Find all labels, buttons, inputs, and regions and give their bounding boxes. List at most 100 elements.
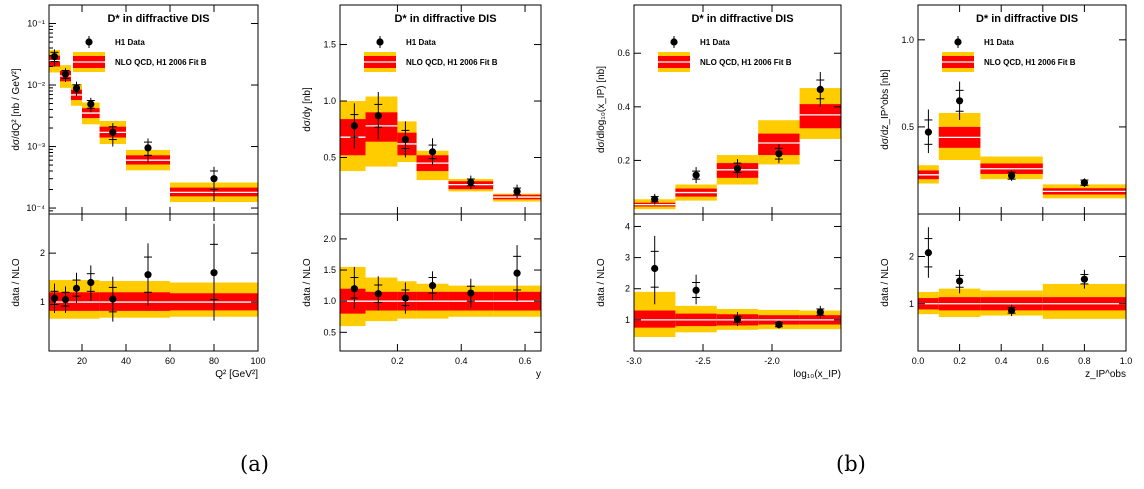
p2-top-ytick-label-1: 0.4 bbox=[617, 102, 630, 112]
p2-top-ylabel: dσ/dlog₁₀(x_IP) [nb] bbox=[596, 66, 607, 153]
p0-xtick-label-1: 40 bbox=[121, 356, 131, 366]
p3-xtick-label-1: 0.2 bbox=[953, 356, 966, 366]
p1-legend-data-marker bbox=[376, 38, 383, 45]
p3-xtick-label-0: 0.0 bbox=[912, 356, 925, 366]
p1-ratio-ylabel: data / NLO bbox=[302, 258, 313, 307]
p0-ratio-point-5 bbox=[144, 271, 151, 278]
p2-legend-data-label: H1 Data bbox=[700, 38, 730, 47]
p0-ratio-point-3 bbox=[87, 279, 94, 286]
p3-legend-nlo-label: NLO QCD, H1 2006 Fit B bbox=[984, 58, 1076, 67]
p1-xtick-label-2: 0.6 bbox=[519, 356, 532, 366]
p0-legend-data-label: H1 Data bbox=[115, 38, 145, 47]
p2-top-ytick-label-0: 0.2 bbox=[617, 155, 630, 165]
p3-ratio-point-1 bbox=[956, 277, 963, 284]
p0-ratio-ytick-label-1: 2 bbox=[40, 248, 45, 258]
p0-top-point-5 bbox=[144, 144, 151, 151]
p1-top-point-1 bbox=[375, 112, 382, 119]
p1-ratio-ytick-label-0: 0.5 bbox=[323, 327, 336, 337]
p2-ratio-point-2 bbox=[734, 316, 741, 323]
p2-xtick-label-2: -2.0 bbox=[764, 356, 780, 366]
p1-top-ylabel: dσ/dy [nb] bbox=[302, 87, 313, 132]
p2-ratio-point-4 bbox=[817, 308, 824, 315]
p1-ratio-point-3 bbox=[429, 282, 436, 289]
p0-ratio-point-2 bbox=[73, 285, 80, 292]
p3-top-ytick-label-0: 0.5 bbox=[901, 122, 914, 132]
p2-ratio-point-0 bbox=[651, 265, 658, 272]
p3-xtick-label-4: 0.8 bbox=[1078, 356, 1091, 366]
p1-ratio-point-2 bbox=[402, 294, 409, 301]
p3-top-ytick-label-1: 1.0 bbox=[901, 35, 914, 45]
p3-xlabel: z_IP^obs bbox=[1085, 369, 1126, 380]
p3-ratio-frame bbox=[918, 214, 1126, 351]
p1-xlabel: y bbox=[536, 369, 541, 380]
p2-ratio-ytick-label-1: 2 bbox=[625, 284, 630, 294]
p1-ratio-point-0 bbox=[351, 285, 358, 292]
caption-a: (a) bbox=[240, 452, 269, 476]
p2-top-inner-band-4 bbox=[800, 104, 841, 128]
p1-top-ytick-label-0: 0.5 bbox=[323, 153, 336, 163]
p2-ratio-ytick-label-3: 4 bbox=[625, 221, 630, 231]
p3-ratio-point-0 bbox=[925, 249, 932, 256]
p2-ratio-inner-band-0 bbox=[634, 311, 675, 328]
p1-ratio-point-5 bbox=[513, 270, 520, 277]
p2-top-point-4 bbox=[817, 86, 824, 93]
p0-top-point-2 bbox=[73, 85, 80, 92]
p0-xtick-label-2: 60 bbox=[165, 356, 175, 366]
p2-top-point-2 bbox=[734, 165, 741, 172]
p1-legend-nlo-label: NLO QCD, H1 2006 Fit B bbox=[406, 58, 498, 67]
p0-top-point-4 bbox=[109, 129, 116, 136]
p3-top-point-1 bbox=[956, 97, 963, 104]
p0-top-ylabel: dσ/dQ² [nb / GeV²] bbox=[11, 68, 22, 151]
p3-top-point-0 bbox=[925, 129, 932, 136]
panel-y: 0.5 1.0 1.5 dσ/dy [nb] 0.5 1.0 1.5 2.0 0.2 0.4 0.6… bbox=[302, 5, 541, 380]
p3-ratio-ylabel: data / NLO bbox=[880, 258, 891, 307]
p1-xtick-label-1: 0.4 bbox=[455, 356, 468, 366]
p1-ratio-point-1 bbox=[375, 290, 382, 297]
p2-ratio-point-3 bbox=[775, 321, 782, 328]
p0-legend-data-marker bbox=[85, 38, 92, 45]
p2-top-point-0 bbox=[651, 196, 658, 203]
p2-ratio-ylabel: data / NLO bbox=[596, 258, 607, 307]
p3-ratio-ytick-label-1: 2 bbox=[909, 252, 914, 262]
p1-ratio-point-4 bbox=[467, 289, 474, 296]
p0-top-point-3 bbox=[87, 100, 94, 107]
p0-ratio-point-4 bbox=[109, 296, 116, 303]
p2-legend-nlo-label: NLO QCD, H1 2006 Fit B bbox=[700, 58, 792, 67]
p2-xlabel: log₁₀(x_IP) bbox=[793, 369, 841, 380]
p2-ratio-ytick-label-0: 1 bbox=[625, 315, 630, 325]
p0-ratio-ytick-label-0: 1 bbox=[40, 297, 45, 307]
p0-top-ytick-label-2: 10⁻² bbox=[27, 80, 45, 90]
p0-xtick-label-0: 20 bbox=[77, 356, 87, 366]
p1-ratio-ytick-label-2: 1.5 bbox=[323, 265, 336, 275]
p1-top-point-0 bbox=[351, 122, 358, 129]
panel-zpom: 0.51.0dσ/dz_IP^obs [nb]120.0 0.2 0.4 0.6 0.8… bbox=[880, 5, 1132, 380]
p0-ratio-point-1 bbox=[62, 296, 69, 303]
p0-xlabel: Q² [GeV²] bbox=[215, 369, 258, 380]
p1-top-point-5 bbox=[513, 188, 520, 195]
p1-top-point-2 bbox=[402, 136, 409, 143]
p0-top-point-0 bbox=[51, 53, 58, 60]
p2-ratio-ytick-label-2: 3 bbox=[625, 253, 630, 263]
p2-legend-data-marker bbox=[670, 38, 677, 45]
p2-xtick-label-1: -2.5 bbox=[695, 356, 711, 366]
p0-xtick-label-4: 100 bbox=[250, 356, 265, 366]
p0-chart-title: D* in diffractive DIS bbox=[107, 13, 209, 25]
p3-xtick-label-5: 1.0 bbox=[1120, 356, 1133, 366]
p3-top-frame bbox=[918, 5, 1126, 214]
panel-q2: 10⁻⁴ 10⁻³ 10⁻² 10⁻¹ dσ/dQ² [nb / GeV²] 1 2 20 40… bbox=[11, 5, 266, 380]
p2-top-point-1 bbox=[693, 172, 700, 179]
p3-top-point-3 bbox=[1081, 179, 1088, 186]
p0-top-ytick-label-1: 10⁻³ bbox=[27, 142, 45, 152]
p3-ratio-ytick-label-0: 1 bbox=[909, 299, 914, 309]
p1-top-point-3 bbox=[429, 148, 436, 155]
p1-top-ytick-label-1: 1.0 bbox=[323, 96, 336, 106]
p3-xtick-label-2: 0.4 bbox=[995, 356, 1008, 366]
p0-ratio-point-6 bbox=[210, 269, 217, 276]
p1-legend-data-label: H1 Data bbox=[406, 38, 436, 47]
p3-chart-title: D* in diffractive DIS bbox=[976, 13, 1078, 25]
p2-xtick-label-0: -3.0 bbox=[626, 356, 642, 366]
p0-top-point-1 bbox=[62, 71, 69, 78]
p0-top-ytick-label-0: 10⁻⁴ bbox=[26, 203, 45, 213]
p0-ratio-ylabel: data / NLO bbox=[11, 258, 22, 307]
